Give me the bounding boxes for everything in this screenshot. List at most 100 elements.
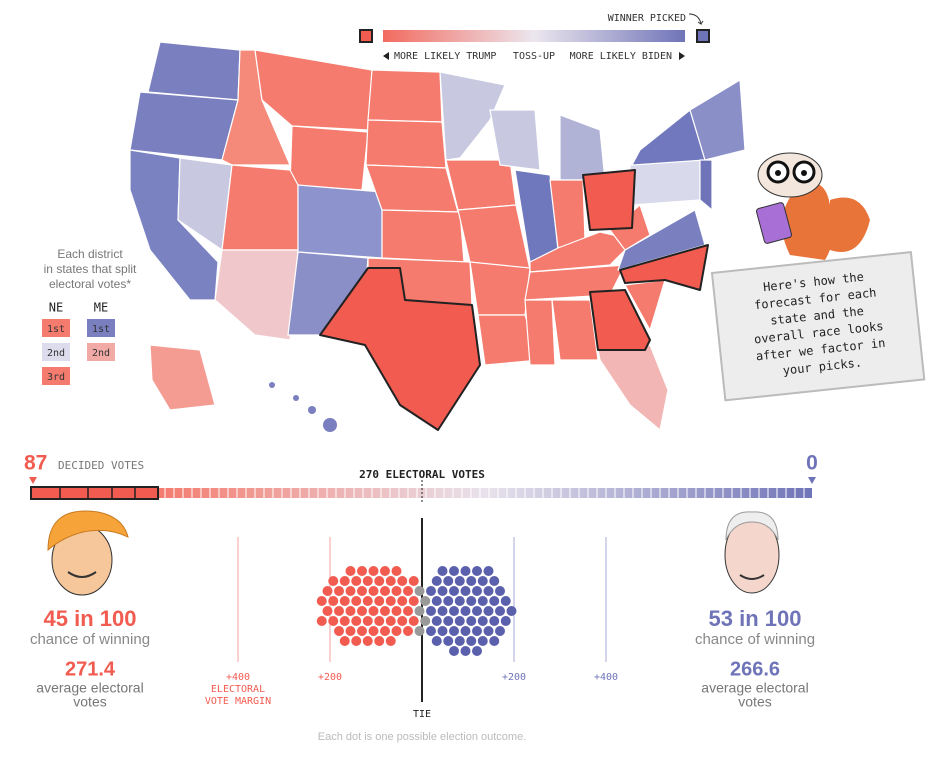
state[interactable]: [254, 49, 373, 131]
outcome-dot: [385, 616, 396, 626]
state[interactable]: [221, 164, 299, 251]
state[interactable]: [551, 299, 599, 361]
outcome-dot: [362, 596, 373, 606]
district-swatch[interactable]: [42, 343, 70, 361]
state-label: ME: [94, 301, 108, 315]
district-swatch[interactable]: [42, 319, 70, 337]
outcome-dot: [500, 596, 511, 606]
state[interactable]: [129, 91, 239, 161]
state[interactable]: [629, 159, 701, 206]
outcome-dot: [472, 626, 482, 636]
outcome-dot: [397, 616, 408, 626]
state[interactable]: [489, 109, 541, 171]
state[interactable]: [597, 344, 669, 431]
outcome-dot: [426, 606, 436, 616]
outcome-dot: [437, 606, 448, 616]
district-label: 2nd: [92, 348, 110, 359]
state[interactable]: [289, 125, 369, 191]
district-key: Each district in states that split elect…: [42, 247, 137, 385]
outcome-dot: [334, 586, 344, 596]
outcome-dot: [460, 626, 471, 636]
outcome-dot: [362, 616, 373, 626]
biden-picked-swatch[interactable]: [696, 29, 710, 43]
tie-label: TIE: [413, 709, 431, 720]
picked-state[interactable]: [319, 267, 481, 431]
outcome-dot: [351, 576, 362, 586]
district-label: 2nd: [47, 348, 65, 359]
outcome-dot: [477, 596, 488, 606]
outcome-dot: [385, 576, 396, 586]
picked-state[interactable]: [582, 169, 636, 231]
outcome-dot: [495, 586, 505, 596]
outcome-dot: [397, 576, 408, 586]
state[interactable]: [469, 261, 531, 316]
state[interactable]: [524, 299, 556, 366]
outcome-dot: [328, 616, 339, 626]
state-dividers: [59, 487, 136, 499]
outcome-dot: [339, 576, 350, 586]
outcome-dot: [339, 616, 350, 626]
margin-tick-label: +200: [502, 672, 526, 683]
average-label: average electoral: [36, 680, 143, 696]
state[interactable]: [365, 119, 447, 169]
outcome-dot: [339, 636, 350, 646]
footnote: Each dot is one possible election outcom…: [318, 731, 527, 743]
outcome-dot: [420, 616, 431, 626]
state[interactable]: [214, 249, 299, 341]
trump-picked-swatch[interactable]: [359, 29, 373, 43]
outcome-dot: [477, 616, 488, 626]
hawaii[interactable]: [269, 382, 337, 432]
outcome-dot: [374, 596, 385, 606]
biden: 53 in 100 chance of winning 266.6 averag…: [695, 511, 815, 710]
state[interactable]: [439, 71, 506, 161]
outcome-dot: [443, 616, 454, 626]
trump-legend-label: MORE LIKELY TRUMP: [394, 51, 496, 62]
outcome-dot: [483, 606, 494, 616]
outcome-dot: [483, 626, 494, 636]
outcome-dot: [391, 626, 402, 636]
outcome-dot: [316, 596, 327, 606]
state[interactable]: [689, 79, 746, 161]
biden-legend-label: MORE LIKELY BIDEN: [570, 51, 672, 62]
outcome-dot: [460, 646, 471, 656]
tossup-label: TOSS-UP: [513, 51, 555, 62]
outcome-dot: [385, 596, 396, 606]
state[interactable]: [149, 344, 216, 411]
color-legend: WINNER PICKED MORE LIKELY TRUMP TOSS-UP …: [359, 13, 710, 62]
threshold-label: 270 ELECTORAL VOTES: [359, 468, 485, 481]
outcome-dot: [368, 566, 379, 576]
district-swatch[interactable]: [87, 319, 115, 337]
state[interactable]: [457, 204, 531, 271]
arrow: [688, 13, 704, 26]
outcome-dot: [351, 616, 362, 626]
outcome-dot: [426, 586, 436, 596]
state[interactable]: [381, 209, 465, 263]
state[interactable]: [367, 69, 443, 123]
average-votes: 271.4: [65, 658, 116, 680]
state[interactable]: [445, 159, 517, 211]
state[interactable]: [699, 159, 713, 211]
outcome-dot: [449, 586, 459, 596]
outcome-dot: [414, 606, 425, 616]
state[interactable]: [147, 41, 241, 101]
outcome-dot: [403, 586, 413, 596]
outcome-dot: [420, 596, 431, 606]
outcome-dot: [472, 566, 482, 576]
district-swatch[interactable]: [42, 367, 70, 385]
outcome-dot: [368, 606, 379, 616]
outcome-dot: [437, 586, 448, 596]
outcome-dot: [322, 606, 333, 616]
state[interactable]: [365, 164, 459, 213]
outcome-dot: [316, 616, 327, 626]
picked-state[interactable]: [589, 289, 651, 351]
outcome-dot: [380, 586, 390, 596]
outcome-dot: [345, 586, 356, 596]
outcome-dot: [385, 636, 396, 646]
state[interactable]: [559, 114, 606, 181]
picked-state[interactable]: [619, 244, 709, 291]
marker: [808, 477, 816, 484]
outcome-dot: [449, 566, 459, 576]
biden-decided: 0: [806, 452, 818, 475]
state[interactable]: [297, 184, 383, 259]
district-swatch[interactable]: [87, 343, 115, 361]
